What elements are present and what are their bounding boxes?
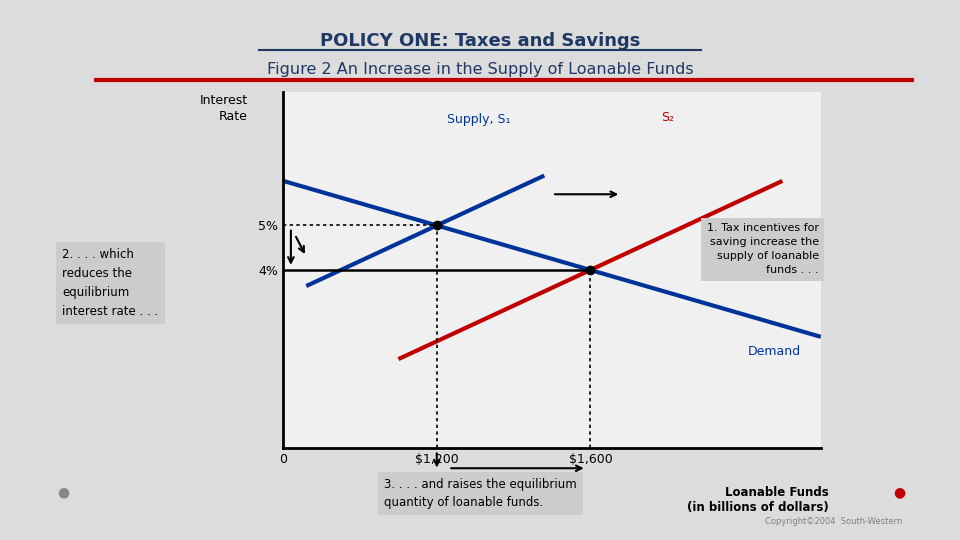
Text: Demand: Demand <box>748 345 801 357</box>
Text: Copyright©2004  South-Western: Copyright©2004 South-Western <box>765 517 902 526</box>
Text: Interest
Rate: Interest Rate <box>200 94 248 123</box>
Text: ●: ● <box>893 486 905 500</box>
Text: S₂: S₂ <box>660 111 674 124</box>
Text: 3. . . . and raises the equilibrium
quantity of loanable funds.: 3. . . . and raises the equilibrium quan… <box>384 478 577 509</box>
Text: 2. . . . which
reduces the
equilibrium
interest rate . . .: 2. . . . which reduces the equilibrium i… <box>62 248 158 319</box>
Text: Supply, S₁: Supply, S₁ <box>447 113 511 126</box>
Text: ●: ● <box>58 486 70 500</box>
Text: Figure 2 An Increase in the Supply of Loanable Funds: Figure 2 An Increase in the Supply of Lo… <box>267 62 693 77</box>
Text: 1. Tax incentives for
saving increase the
supply of loanable
funds . . .: 1. Tax incentives for saving increase th… <box>707 223 819 275</box>
Text: POLICY ONE: Taxes and Savings: POLICY ONE: Taxes and Savings <box>320 32 640 50</box>
Text: Loanable Funds
(in billions of dollars): Loanable Funds (in billions of dollars) <box>686 486 828 514</box>
